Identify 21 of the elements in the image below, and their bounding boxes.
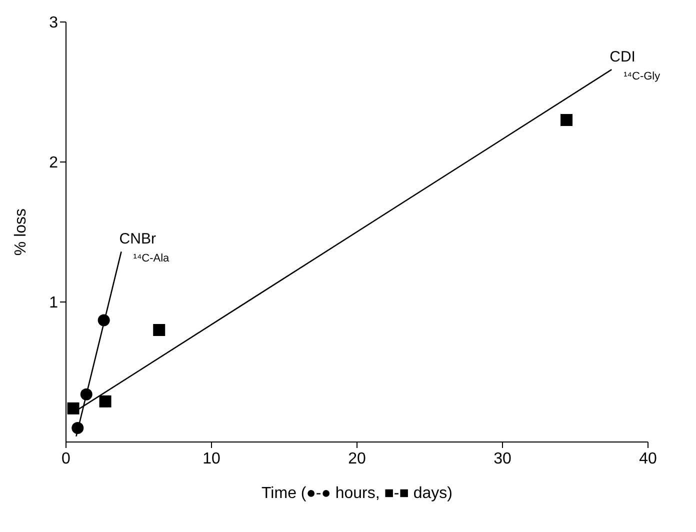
x-tick-label: 20 — [348, 450, 366, 468]
x-axis-title: Time (●-● hours, ■-■ days) — [262, 485, 452, 502]
y-tick-label: 3 — [49, 14, 58, 32]
x-tick-label: 30 — [494, 450, 512, 468]
x-tick-label: 40 — [639, 450, 657, 468]
x-tick-label: 0 — [62, 450, 71, 468]
point — [67, 402, 80, 414]
series-label: CDI — [610, 48, 636, 66]
series-label: CNBr — [119, 230, 156, 248]
point — [560, 114, 573, 126]
point — [99, 395, 112, 408]
y-tick-label: 1 — [49, 294, 58, 312]
point — [153, 324, 166, 336]
point — [98, 314, 110, 326]
annotation: ¹⁴C-Ala — [133, 252, 170, 265]
point — [72, 422, 84, 434]
point — [80, 388, 92, 400]
y-tick-label: 2 — [49, 154, 58, 172]
annotation: ¹⁴C-Gly — [624, 70, 661, 83]
x-tick-label: 10 — [202, 450, 220, 468]
y-axis-title: % loss — [12, 208, 30, 256]
